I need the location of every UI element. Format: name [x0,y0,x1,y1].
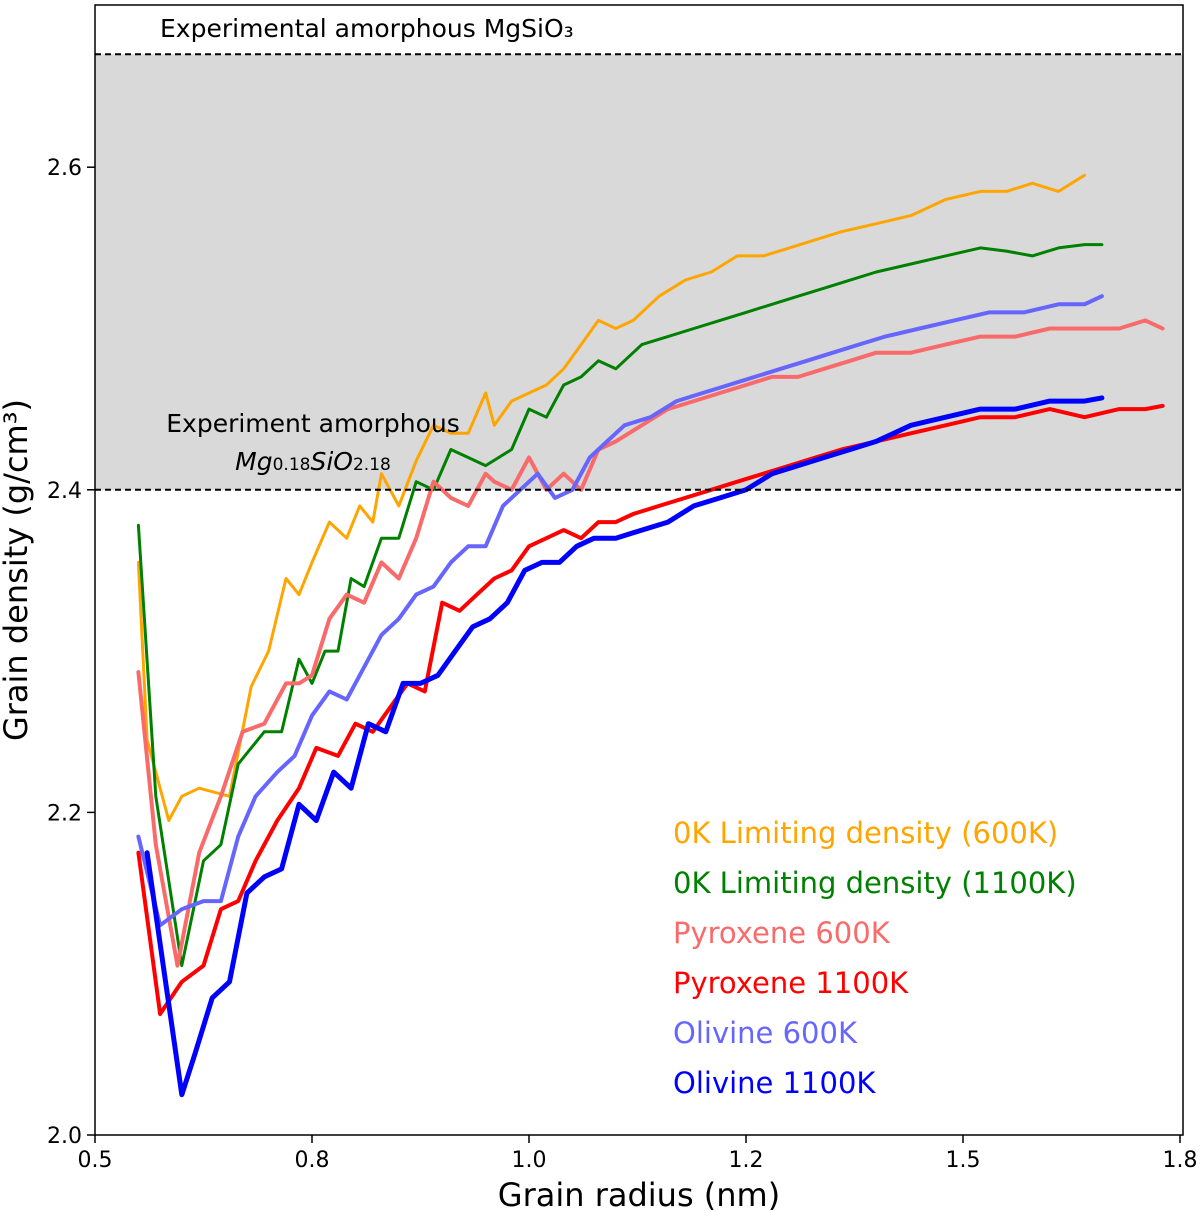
series-line-6 [144,395,1105,1098]
reference-label-mgsio3: Experimental amorphous MgSiO₃ [160,14,574,43]
legend-entry-1: 0K Limiting density (600K) [673,816,1058,850]
x-tick-label: 1.8 [1163,1148,1198,1173]
formula-sub-1: 0.18 [273,455,311,475]
reference-label-line1: Experiment amorphous [166,409,460,438]
x-tick-label: 0.5 [78,1148,113,1173]
legend-entry-6: Olivine 1100K [673,1066,876,1100]
y-tick-label: 2.2 [47,801,82,826]
legend: 0K Limiting density (600K) 0K Limiting de… [673,816,1077,1100]
x-tick-label: 1.2 [729,1148,764,1173]
series-line-5 [136,294,1104,928]
plot-frame [94,4,1184,1136]
reference-label-formula: Mg0.18SiO2.18 [235,447,391,476]
series-line-2 [136,243,1104,968]
x-axis-label: Grain radius (nm) [498,1176,780,1211]
x-tick-label: 1.0 [512,1148,547,1173]
legend-entry-3: Pyroxene 600K [673,916,891,950]
legend-entry-2: 0K Limiting density (1100K) [673,866,1077,900]
legend-entry-4: Pyroxene 1100K [673,966,909,1000]
formula-sub-2: 2.18 [353,455,391,475]
y-tick-label: 2.6 [47,156,82,181]
formula-mg: Mg [235,447,272,476]
series-line-4 [136,403,1165,1016]
y-axis-label: Grain density (g/cm³) [0,399,35,741]
y-axis-ticks: 2.0 2.2 2.4 2.6 [47,156,95,1149]
y-tick-label: 2.0 [47,1124,82,1149]
x-tick-label: 0.8 [295,1148,330,1173]
formula-sio: SiO [310,447,353,476]
series-line-1 [136,173,1086,822]
y-tick-label: 2.4 [47,479,82,504]
x-axis-ticks: 0.5 0.8 1.0 1.2 1.5 1.8 [78,1135,1198,1173]
legend-entry-5: Olivine 600K [673,1016,858,1050]
x-tick-label: 1.5 [946,1148,981,1173]
